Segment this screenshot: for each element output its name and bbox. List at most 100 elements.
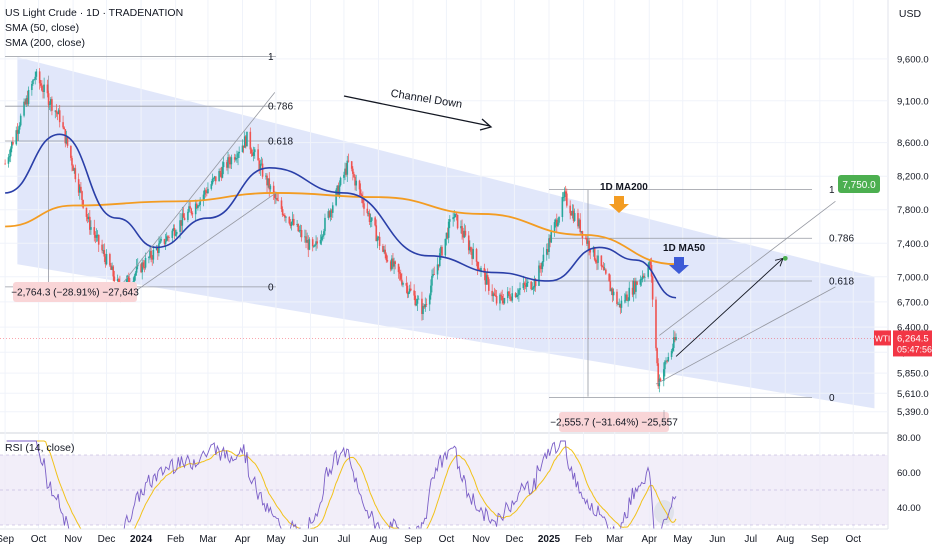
- candle: [336, 185, 339, 197]
- candle: [597, 249, 599, 270]
- candle-body: [144, 257, 147, 268]
- candle: [85, 207, 88, 222]
- candle: [141, 257, 143, 280]
- x-tick-label: Apr: [235, 534, 251, 545]
- candle-body: [391, 258, 393, 270]
- candle-body: [538, 265, 540, 286]
- candle-body: [533, 279, 536, 288]
- drop-box-2025-bg: [559, 412, 669, 432]
- candle-body: [665, 360, 667, 362]
- candle: [662, 362, 665, 387]
- candle-body: [206, 191, 208, 194]
- candle: [311, 237, 314, 252]
- price-tag-symbol: WTI: [875, 333, 891, 343]
- candle-body: [316, 241, 318, 244]
- candle-body: [363, 203, 365, 209]
- candle: [397, 263, 400, 279]
- candle: [603, 263, 606, 271]
- candle-body: [175, 231, 178, 235]
- candle: [511, 285, 514, 303]
- candle-body: [358, 180, 361, 190]
- candle-body: [346, 160, 349, 175]
- candle: [635, 277, 637, 299]
- candle-body: [9, 148, 12, 157]
- candle: [165, 232, 168, 242]
- y-tick-label: 6,400.0: [897, 323, 929, 334]
- candle-body: [327, 211, 330, 218]
- candle: [72, 164, 74, 171]
- fib-2025-label: 0.618: [829, 276, 854, 287]
- candle: [541, 261, 544, 273]
- candle-body: [592, 247, 595, 253]
- candle-body: [382, 245, 384, 252]
- candle-body: [268, 178, 271, 190]
- candle: [570, 210, 573, 216]
- candle: [210, 180, 213, 191]
- candle: [46, 79, 49, 98]
- candle-body: [331, 205, 334, 213]
- candle-body: [577, 213, 579, 227]
- candle-body: [494, 295, 497, 297]
- candle: [243, 131, 246, 148]
- chart-legend: US Light Crude · 1D · TRADENATION SMA (5…: [5, 6, 183, 51]
- candle-body: [626, 294, 628, 301]
- candle: [238, 146, 240, 159]
- candle-body: [597, 255, 599, 263]
- candle-body: [620, 300, 623, 308]
- candle-body: [269, 185, 272, 190]
- candle-body: [609, 281, 612, 292]
- candle-body: [171, 230, 174, 238]
- price-tag-bg: [893, 330, 932, 357]
- candle-body: [173, 228, 176, 236]
- candle-body: [238, 151, 240, 154]
- y-tick-label: 7,000.0: [897, 272, 929, 283]
- candle-body: [251, 153, 254, 157]
- candle-body: [506, 291, 509, 298]
- candle-body: [634, 280, 636, 292]
- candle: [610, 287, 613, 295]
- symbol-title: US Light Crude · 1D · TRADENATION: [5, 7, 184, 19]
- candle: [532, 285, 535, 295]
- candle-body: [214, 176, 217, 182]
- candle-body: [376, 237, 379, 242]
- candle: [398, 266, 401, 281]
- candle-body: [96, 234, 99, 236]
- candle-body: [226, 162, 228, 168]
- candle: [93, 219, 96, 242]
- candle: [527, 278, 529, 287]
- candle: [54, 110, 57, 119]
- candle: [267, 178, 269, 188]
- candle-body: [343, 174, 345, 178]
- x-tick-label: 2024: [130, 534, 153, 545]
- candle-body: [394, 261, 396, 264]
- candle: [494, 289, 497, 298]
- candle-body: [243, 136, 246, 148]
- candle: [347, 153, 350, 163]
- candle-body: [352, 168, 354, 174]
- candle: [470, 246, 472, 255]
- candle: [308, 237, 311, 251]
- candle: [531, 282, 534, 291]
- candle: [538, 260, 540, 286]
- candle: [203, 187, 206, 201]
- candle-body: [307, 240, 310, 250]
- candle: [23, 98, 25, 118]
- candle: [671, 343, 674, 354]
- x-tick-label: Mar: [606, 534, 624, 545]
- candle-body: [510, 299, 512, 301]
- x-tick-label: 2025: [538, 534, 561, 545]
- candle: [366, 202, 369, 217]
- ma200-label: 1D MA200: [600, 182, 648, 193]
- candle-body: [149, 250, 151, 258]
- candle-body: [631, 287, 634, 295]
- candle-body: [648, 261, 651, 268]
- candle-body: [523, 283, 526, 285]
- candle-body: [89, 216, 91, 230]
- candle: [24, 99, 26, 106]
- candle: [233, 153, 236, 163]
- candle-body: [197, 205, 199, 209]
- candle: [477, 261, 480, 271]
- candle-body: [72, 165, 74, 171]
- candle-body: [191, 213, 194, 215]
- candle-body: [330, 210, 333, 213]
